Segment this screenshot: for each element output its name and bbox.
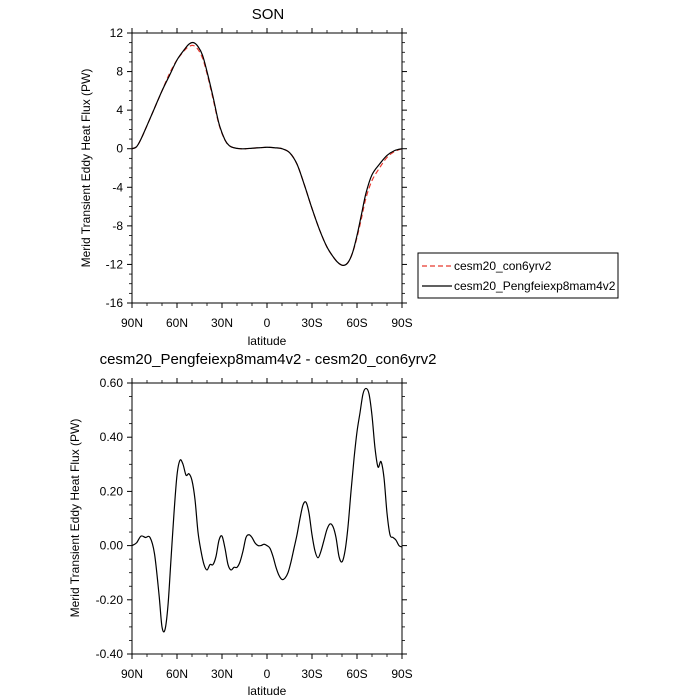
- bottom-x-axis: 90N 60N 30N 0 30S 60S 90S: [121, 378, 413, 681]
- y-tick-label: -8: [112, 219, 123, 233]
- bottom-plot-frame: [131, 382, 403, 655]
- bottom-y-axis-label: Merid Transient Eddy Heat Flux (PW): [68, 419, 82, 618]
- y-tick-label: -16: [106, 296, 124, 310]
- y-tick-label: 0: [116, 142, 123, 156]
- top-plot-frame: [131, 32, 403, 304]
- x-tick-label: 90N: [121, 667, 143, 681]
- top-x-axis-label: latitude: [248, 334, 287, 348]
- top-title: SON: [252, 6, 285, 23]
- x-tick-label: 30N: [211, 316, 233, 330]
- bottom-title: cesm20_Pengfeiexp8mam4v2 - cesm20_con6yr…: [100, 351, 437, 368]
- y-tick-label: 0.20: [100, 484, 124, 498]
- top-x-axis: 90N 60N 30N 0 30S 60S 90S: [121, 28, 413, 330]
- y-tick-label: 4: [116, 103, 123, 117]
- series-line-0-1: [131, 41, 403, 266]
- legend: cesm20_con6yrv2 cesm20_Pengfeiexp8mam4v2: [417, 252, 619, 299]
- y-tick-label: 12: [110, 26, 124, 40]
- bottom-panel: cesm20_Pengfeiexp8mam4v2 - cesm20_con6yr…: [68, 351, 436, 698]
- top-y-axis: 12 8 4 0 -4 -8 -12 -16: [106, 26, 407, 310]
- x-tick-label: 60N: [166, 667, 188, 681]
- x-tick-label: 60S: [346, 316, 367, 330]
- y-tick-label: -0.40: [96, 647, 124, 661]
- bottom-x-axis-label: latitude: [248, 684, 287, 698]
- x-tick-label: 0: [264, 316, 271, 330]
- x-tick-label: 90S: [391, 667, 412, 681]
- x-tick-label: 60N: [166, 316, 188, 330]
- y-tick-label: 0.60: [100, 376, 124, 390]
- x-tick-label: 0: [264, 667, 271, 681]
- x-tick-label: 30S: [301, 316, 322, 330]
- x-tick-label: 90S: [391, 316, 412, 330]
- legend-label-1: cesm20_Pengfeiexp8mam4v2: [454, 279, 616, 293]
- y-tick-label: -4: [112, 180, 123, 194]
- series-line-1-0: [131, 387, 403, 633]
- top-y-axis-label: Merid Transient Eddy Heat Flux (PW): [79, 69, 93, 268]
- y-tick-label: 0.00: [100, 539, 124, 553]
- y-tick-label: -12: [106, 257, 124, 271]
- y-tick-label: 0.40: [100, 430, 124, 444]
- x-tick-label: 30N: [211, 667, 233, 681]
- series-line-0-0: [131, 44, 403, 266]
- bottom-y-axis: 0.60 0.40 0.20 0.00 -0.20 -0.40: [96, 376, 407, 661]
- legend-label-0: cesm20_con6yrv2: [454, 259, 552, 273]
- x-tick-label: 30S: [301, 667, 322, 681]
- legend-frame: [417, 252, 619, 299]
- bottom-series-group: [131, 387, 403, 633]
- x-tick-label: 90N: [121, 316, 143, 330]
- x-tick-label: 60S: [346, 667, 367, 681]
- y-tick-label: -0.20: [96, 593, 124, 607]
- y-tick-label: 8: [116, 65, 123, 79]
- top-series-group: [131, 41, 403, 266]
